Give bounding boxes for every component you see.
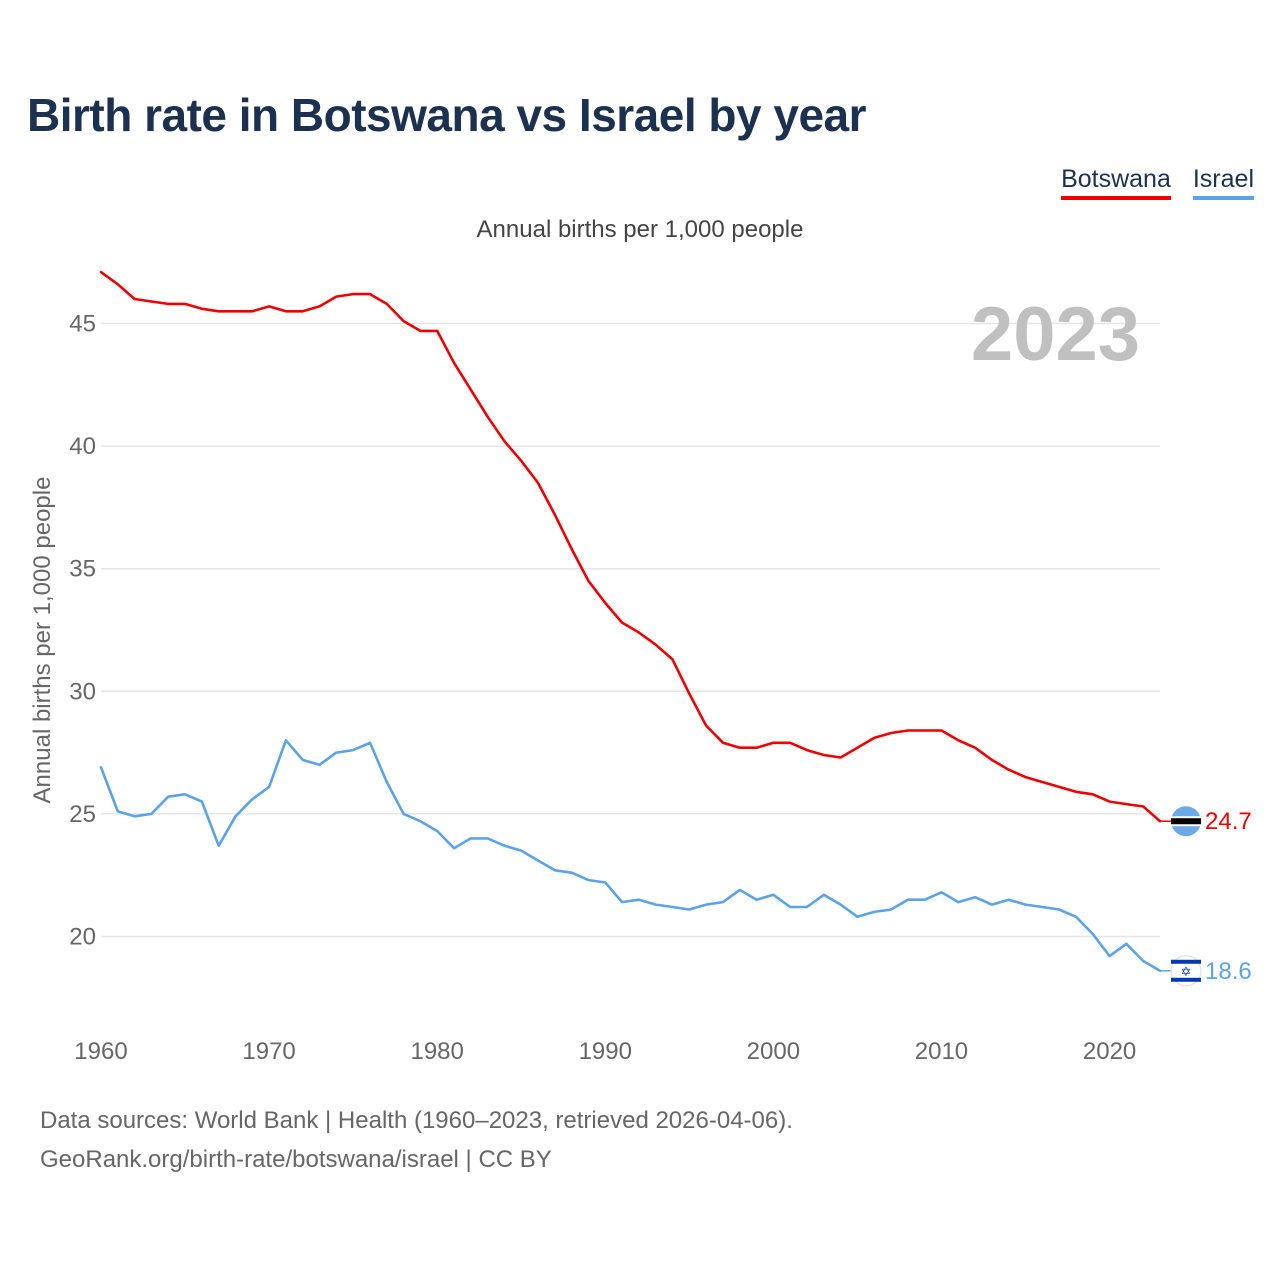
x-tick-label: 1970 xyxy=(242,1038,295,1065)
end-value-label-botswana: 24.7 xyxy=(1205,808,1252,835)
chart-subtitle: Annual births per 1,000 people xyxy=(476,216,804,243)
legend-item-israel[interactable]: Israel xyxy=(1192,165,1254,200)
legend: Botswana Israel xyxy=(1061,165,1254,200)
y-tick-label: 40 xyxy=(69,433,96,460)
source-note: Data sources: World Bank | Health (1960–… xyxy=(40,1107,793,1134)
flag-stripe xyxy=(1171,818,1201,825)
flag-stripe xyxy=(1171,959,1201,964)
x-tick-label: 1980 xyxy=(410,1038,463,1065)
y-tick-label: 25 xyxy=(69,801,96,828)
y-axis-ticks: 20 25 30 35 40 45 xyxy=(69,311,96,951)
end-value-label-israel: 18.6 xyxy=(1205,958,1252,985)
y-tick-label: 20 xyxy=(69,923,96,950)
y-tick-label: 45 xyxy=(69,311,96,338)
y-tick-label: 30 xyxy=(69,678,96,705)
x-tick-label: 2020 xyxy=(1083,1038,1136,1065)
series-line-botswana[interactable] xyxy=(99,270,1162,823)
legend-item-botswana[interactable]: Botswana xyxy=(1061,165,1171,200)
x-tick-label: 1990 xyxy=(579,1038,632,1065)
year-watermark: 2023 xyxy=(971,292,1140,377)
botswana-flag-icon xyxy=(1171,806,1201,837)
chart-title: Birth rate in Botswana vs Israel by year xyxy=(27,89,867,141)
series-lines xyxy=(99,270,1162,973)
x-tick-label: 2010 xyxy=(915,1038,968,1065)
flag-star: ✡ xyxy=(1181,965,1192,980)
x-tick-label: 2000 xyxy=(747,1038,800,1065)
x-tick-label: 1960 xyxy=(74,1038,127,1065)
x-axis-ticks: 1960 1970 1980 1990 2000 2010 2020 xyxy=(74,1038,1136,1065)
source-link[interactable]: GeoRank.org/birth-rate/botswana/israel |… xyxy=(40,1146,552,1173)
series-end-markers: 24.7 ✡ 18.6 xyxy=(1160,806,1252,987)
israel-flag-icon: ✡ xyxy=(1170,955,1202,987)
series-line-israel[interactable] xyxy=(99,738,1162,973)
y-tick-label: 35 xyxy=(69,556,96,583)
gridlines xyxy=(101,322,1160,938)
y-axis-label: Annual births per 1,000 people xyxy=(29,477,56,804)
flag-stripe xyxy=(1171,977,1201,982)
